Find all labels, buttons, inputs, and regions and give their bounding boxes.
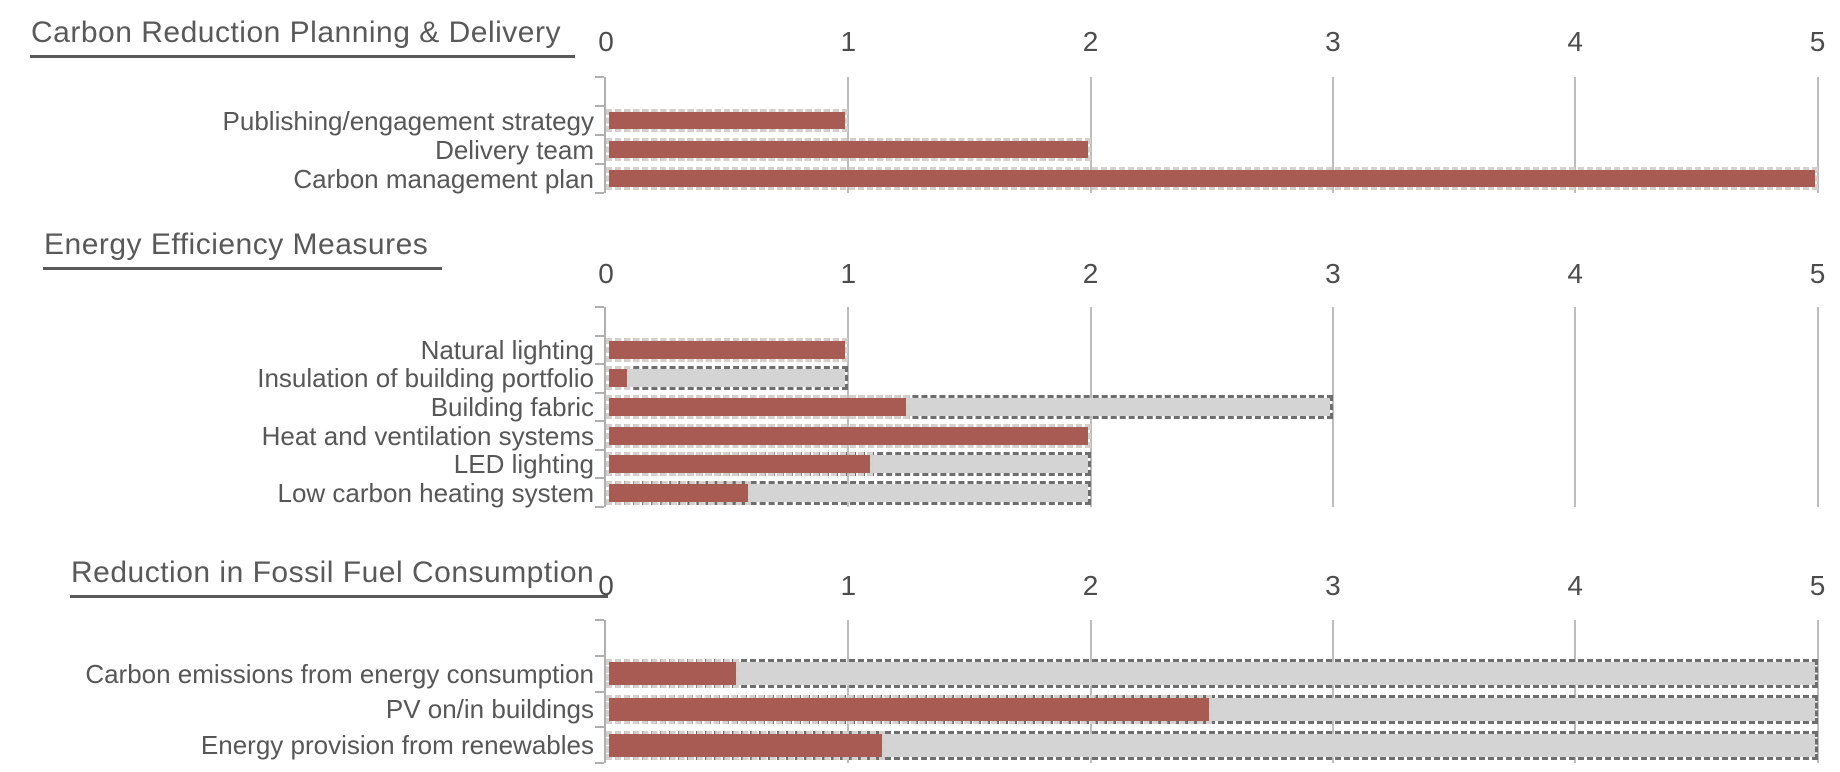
gridline	[847, 77, 850, 193]
gridline	[847, 620, 850, 763]
score-bar	[606, 167, 1818, 190]
y-axis-line	[604, 620, 606, 763]
axis-tick	[595, 105, 604, 107]
gridline	[1331, 77, 1334, 193]
score-bar	[606, 138, 1091, 161]
gridline	[1331, 620, 1334, 763]
axis-tick-label: 3	[1325, 258, 1341, 289]
axis-tick-label: 2	[1082, 258, 1099, 289]
score-bar	[606, 366, 631, 391]
axis-tick-label: 1	[840, 570, 857, 601]
plot-area: Natural lighting Insulation of building p…	[257, 306, 1819, 508]
gridline	[1816, 77, 1819, 193]
gridline	[1574, 307, 1577, 507]
plot-area: Publishing/engagement strategy Delivery t…	[223, 76, 1819, 194]
gridline	[1089, 620, 1092, 763]
axis-tick	[595, 163, 604, 165]
axis-tick-label: 3	[1325, 26, 1341, 57]
category-label: PV on/in buildings	[385, 694, 594, 725]
category-label: LED lighting	[453, 449, 594, 480]
axis-tick-label: 2	[1082, 570, 1099, 601]
axis-tick-label: 0	[598, 26, 614, 57]
axis-tick-label: 2	[1082, 26, 1099, 57]
axis-tick	[595, 363, 604, 365]
category-label: Publishing/engagement strategy	[222, 105, 594, 136]
score-bar	[606, 694, 1212, 724]
score-bar	[606, 659, 740, 689]
axis-tick	[595, 506, 604, 508]
category-label: Carbon management plan	[293, 163, 594, 194]
score-bar	[606, 730, 885, 760]
category-label: Building fabric	[430, 392, 594, 422]
axis-tick-label: 0	[598, 258, 614, 289]
plot-area: Carbon emissions from energy consumption…	[85, 619, 1819, 764]
y-axis-line	[604, 307, 606, 507]
axis-tick	[595, 192, 604, 194]
category-label: Low carbon heating system	[277, 477, 594, 508]
axis-tick	[595, 306, 604, 308]
axis-tick	[595, 335, 604, 337]
gridline	[1089, 77, 1092, 193]
score-bar	[606, 423, 1091, 448]
axis-tick	[595, 392, 604, 394]
y-axis-line	[604, 77, 606, 193]
score-bar	[606, 109, 849, 132]
target-bar	[606, 366, 849, 391]
axis-tick-label: 3	[1325, 570, 1341, 601]
score-bar	[606, 395, 909, 419]
target-bar	[606, 659, 1818, 689]
axis-tick-label: 5	[1809, 570, 1826, 601]
axis-tick	[595, 655, 604, 657]
axis-tick-label: 4	[1567, 26, 1583, 57]
score-bar	[606, 480, 752, 505]
category-label: Natural lighting	[420, 334, 594, 365]
axis-tick	[595, 691, 604, 693]
axis-tick-label: 5	[1809, 258, 1826, 289]
score-bar	[606, 337, 849, 362]
category-label: Delivery team	[435, 134, 594, 165]
category-label: Carbon emissions from energy consumption	[85, 658, 594, 689]
axis-tick-label: 4	[1567, 570, 1583, 601]
axis-tick	[595, 762, 604, 764]
gridline	[1816, 620, 1819, 763]
axis-tick	[595, 420, 604, 422]
gridline	[1816, 307, 1819, 507]
category-label: Insulation of building portfolio	[257, 363, 594, 394]
score-bar	[606, 452, 873, 477]
gridline	[1574, 77, 1577, 193]
axis-tick-label: 4	[1567, 258, 1583, 289]
gridline	[1574, 620, 1577, 763]
axis-tick-label: 0	[598, 570, 614, 601]
chart-title: Energy Efficiency Measures	[43, 228, 443, 270]
axis-tick	[595, 477, 604, 479]
axis-tick	[595, 76, 604, 78]
axis-tick-label: 1	[840, 26, 857, 57]
category-label: Energy provision from renewables	[200, 730, 594, 761]
axis-tick	[595, 726, 604, 728]
gridline	[1331, 307, 1334, 507]
chart-title: Reduction in Fossil Fuel Consumption	[70, 556, 609, 598]
axis-tick-label: 1	[840, 258, 857, 289]
axis-tick	[595, 449, 604, 451]
axis-tick-label: 5	[1809, 26, 1826, 57]
axis-tick	[595, 134, 604, 136]
axis-tick	[595, 619, 604, 621]
category-label: Heat and ventilation systems	[261, 420, 594, 451]
chart-title: Carbon Reduction Planning & Delivery	[30, 16, 575, 58]
